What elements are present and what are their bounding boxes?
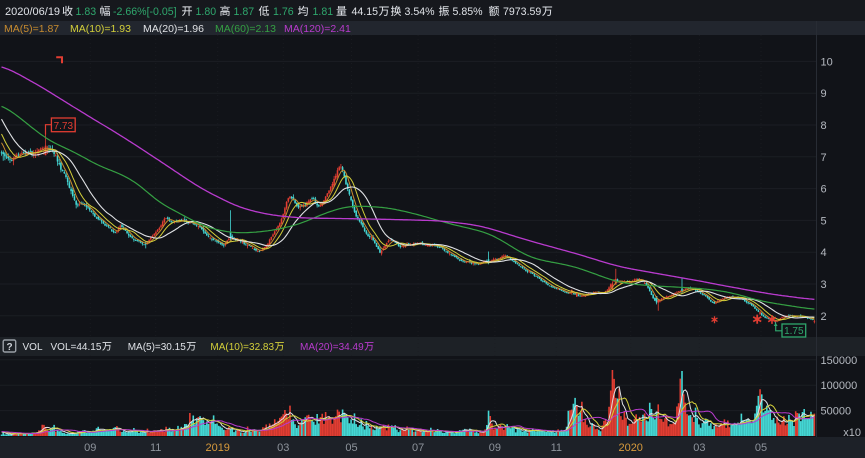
svg-text:MA(10)=1.93: MA(10)=1.93 (70, 23, 131, 35)
svg-text:VOL=44.15: VOL=44.15 (51, 342, 102, 353)
svg-text:2020/06/19: 2020/06/19 (5, 6, 60, 18)
svg-text:07: 07 (412, 442, 424, 454)
svg-text:10: 10 (821, 56, 833, 68)
svg-text:1.75: 1.75 (784, 326, 804, 337)
svg-text:1.80: 1.80 (196, 6, 217, 18)
svg-text:150000: 150000 (821, 355, 858, 367)
svg-text:50000: 50000 (821, 406, 852, 418)
svg-text:MA(5)=1.87: MA(5)=1.87 (4, 23, 59, 35)
svg-text:MA(120)=2.41: MA(120)=2.41 (284, 23, 351, 35)
svg-text:2019: 2019 (205, 442, 229, 454)
svg-text:9: 9 (821, 88, 827, 100)
svg-text:3: 3 (821, 279, 827, 291)
svg-text:2020: 2020 (618, 442, 642, 454)
svg-text:5.85%: 5.85% (453, 6, 484, 18)
svg-text:1.81: 1.81 (313, 6, 334, 18)
svg-text:05: 05 (755, 442, 767, 454)
svg-text:4: 4 (821, 247, 827, 259)
svg-text:1.87: 1.87 (234, 6, 255, 18)
svg-text:MA(5)=30.15: MA(5)=30.15 (128, 342, 187, 353)
svg-text:2: 2 (821, 311, 827, 323)
svg-text:MA(20)=1.96: MA(20)=1.96 (143, 23, 204, 35)
svg-text:03: 03 (277, 442, 289, 454)
svg-text:5: 5 (821, 215, 827, 227)
svg-text:VOL: VOL (23, 342, 43, 353)
svg-text:09: 09 (84, 442, 96, 454)
svg-text:05: 05 (345, 442, 357, 454)
svg-text:44.15: 44.15 (352, 6, 379, 18)
svg-text:11: 11 (150, 442, 161, 454)
svg-text:MA(10)=32.83: MA(10)=32.83 (210, 342, 274, 353)
svg-text:x10: x10 (843, 427, 861, 439)
svg-text:8: 8 (821, 120, 827, 132)
svg-text:MA(20)=34.49: MA(20)=34.49 (300, 342, 364, 353)
svg-text:?: ? (6, 342, 12, 353)
svg-text:7.73: 7.73 (54, 121, 74, 132)
svg-text:7: 7 (821, 152, 827, 164)
svg-text:6: 6 (821, 184, 827, 196)
svg-text:MA(60)=2.13: MA(60)=2.13 (215, 23, 276, 35)
svg-text:-2.66%[-0.05]: -2.66%[-0.05] (113, 6, 177, 18)
svg-text:11: 11 (551, 442, 562, 454)
svg-text:09: 09 (489, 442, 501, 454)
svg-text:03: 03 (693, 442, 705, 454)
svg-text:3.54%: 3.54% (405, 6, 436, 18)
svg-text:100000: 100000 (821, 380, 858, 392)
svg-text:7973.59: 7973.59 (503, 6, 541, 18)
svg-text:1.76: 1.76 (273, 6, 294, 18)
svg-text:1.83: 1.83 (76, 6, 97, 18)
